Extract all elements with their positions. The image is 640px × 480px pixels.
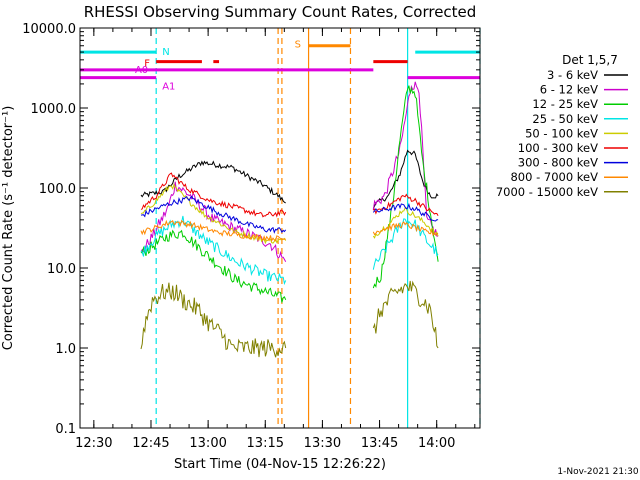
series-line <box>372 193 439 216</box>
y-tick-label: 100.0 <box>39 182 76 197</box>
series-line <box>372 202 439 222</box>
y-tick-label: 1000.0 <box>31 102 77 117</box>
series-line <box>140 229 287 303</box>
series-line <box>372 81 439 237</box>
plot-frame <box>79 27 481 429</box>
legend-label: 100 - 300 keV <box>518 141 598 155</box>
series-line <box>372 221 439 237</box>
series-line <box>140 282 287 358</box>
flag-label: A0 <box>135 65 148 76</box>
legend-label: 50 - 100 keV <box>525 126 598 140</box>
legend-label: 300 - 800 keV <box>518 156 598 170</box>
y-axis: 0.1 1.0 10.0 100.0 1000.0 10000.0 <box>22 22 480 437</box>
x-tick-label: 13:30 <box>304 436 341 451</box>
x-tick-label: 14:00 <box>418 436 455 451</box>
footer-timestamp: 1-Nov-2021 21:30 <box>557 467 639 477</box>
flag-label: F <box>144 59 150 70</box>
x-tick-label: 12:30 <box>75 436 112 451</box>
legend-label: 3 - 6 keV <box>547 68 598 82</box>
y-tick-label: 10000.0 <box>22 22 76 37</box>
legend-label: 25 - 50 keV <box>532 112 598 126</box>
x-axis-label: Start Time (04-Nov-15 12:26:22) <box>174 457 386 472</box>
chart-title: RHESSI Observing Summary Count Rates, Co… <box>84 3 477 21</box>
flag-bars: N F S A0 A1 <box>80 40 480 93</box>
series-line <box>372 85 439 289</box>
series-lines <box>140 81 439 358</box>
legend-label: 12 - 25 keV <box>532 97 598 111</box>
series-line <box>140 181 287 262</box>
y-axis-label: Corrected Count Rate (s⁻¹ detector⁻¹) <box>1 106 16 351</box>
flag-label: N <box>162 47 169 58</box>
legend-label: 6 - 12 keV <box>540 83 598 97</box>
y-tick-label: 1.0 <box>55 342 76 357</box>
x-tick-label: 12:45 <box>132 436 169 451</box>
x-tick-label: 13:00 <box>189 436 226 451</box>
series-line <box>140 219 286 243</box>
x-tick-label: 13:15 <box>247 436 284 451</box>
series-line <box>140 160 286 204</box>
series-line <box>140 183 287 245</box>
y-tick-label: 0.1 <box>55 422 76 437</box>
x-axis: 12:30 12:45 13:00 13:15 13:30 13:45 14:00 <box>75 28 476 451</box>
series-line <box>372 280 439 349</box>
flag-label: A1 <box>162 82 175 93</box>
y-tick-label: 10.0 <box>47 262 76 277</box>
flag-label: S <box>295 40 301 51</box>
legend-label: 7000 - 15000 keV <box>496 185 598 199</box>
x-tick-label: 13:45 <box>361 436 398 451</box>
series-line <box>140 195 287 234</box>
series-line <box>140 215 287 286</box>
legend-label: 800 - 7000 keV <box>510 170 598 184</box>
series-line <box>140 172 287 218</box>
legend-title: Det 1,5,7 <box>562 53 618 67</box>
series-line <box>372 218 439 270</box>
